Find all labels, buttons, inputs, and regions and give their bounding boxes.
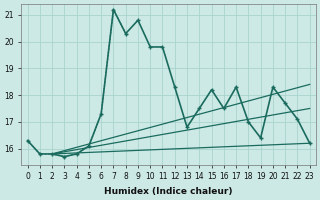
X-axis label: Humidex (Indice chaleur): Humidex (Indice chaleur)	[104, 187, 233, 196]
